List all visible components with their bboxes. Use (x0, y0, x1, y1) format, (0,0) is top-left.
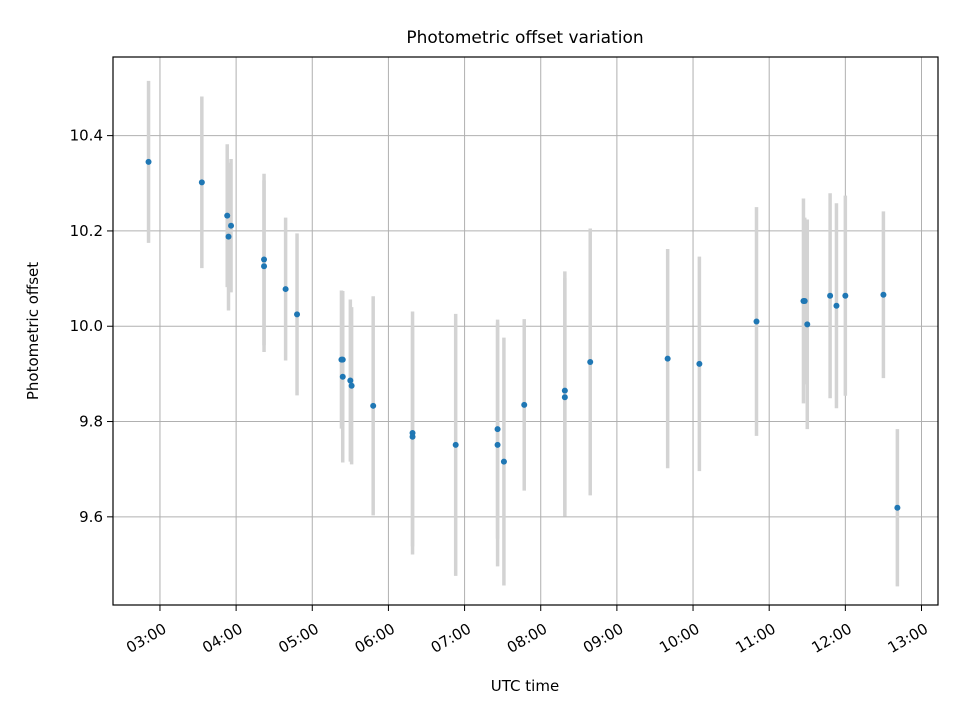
data-point (753, 318, 760, 325)
data-point (494, 426, 501, 433)
data-point (696, 360, 703, 367)
data-point (228, 222, 235, 229)
data-point (261, 263, 268, 270)
data-point (521, 401, 528, 408)
y-axis-ticks: 9.6 9.8 10.0 10.2 10.4 (70, 127, 113, 526)
data-point (282, 286, 289, 293)
y-tick-label: 9.8 (79, 413, 103, 431)
data-point (452, 441, 459, 448)
data-point (198, 179, 205, 186)
y-tick-label: 9.6 (79, 508, 103, 526)
data-point (494, 441, 501, 448)
data-point (664, 355, 671, 362)
data-point (339, 373, 346, 380)
data-point (827, 292, 834, 299)
data-point (801, 297, 808, 304)
y-tick-label: 10.0 (70, 317, 103, 335)
data-point (224, 212, 231, 219)
data-point (409, 433, 416, 440)
data-point (370, 402, 377, 409)
data-point (894, 504, 901, 511)
data-point (804, 321, 811, 328)
y-tick-label: 10.2 (70, 222, 103, 240)
plot-frame (112, 56, 939, 606)
data-points (145, 158, 901, 511)
data-point (339, 356, 346, 363)
data-point (561, 394, 568, 401)
data-point (880, 291, 887, 298)
data-point (561, 387, 568, 394)
data-point (500, 458, 507, 465)
data-point (294, 311, 301, 318)
y-tick-label: 10.4 (70, 127, 103, 145)
data-point (225, 233, 232, 240)
data-point (261, 256, 268, 263)
data-point (347, 377, 354, 384)
x-axis-label: UTC time (491, 677, 559, 695)
data-point (842, 292, 849, 299)
data-point (348, 382, 355, 389)
chart-title: Photometric offset variation (406, 28, 643, 48)
y-axis-label: Photometric offset (24, 262, 42, 400)
data-point (587, 358, 594, 365)
data-point (145, 158, 152, 165)
data-point (833, 302, 840, 309)
